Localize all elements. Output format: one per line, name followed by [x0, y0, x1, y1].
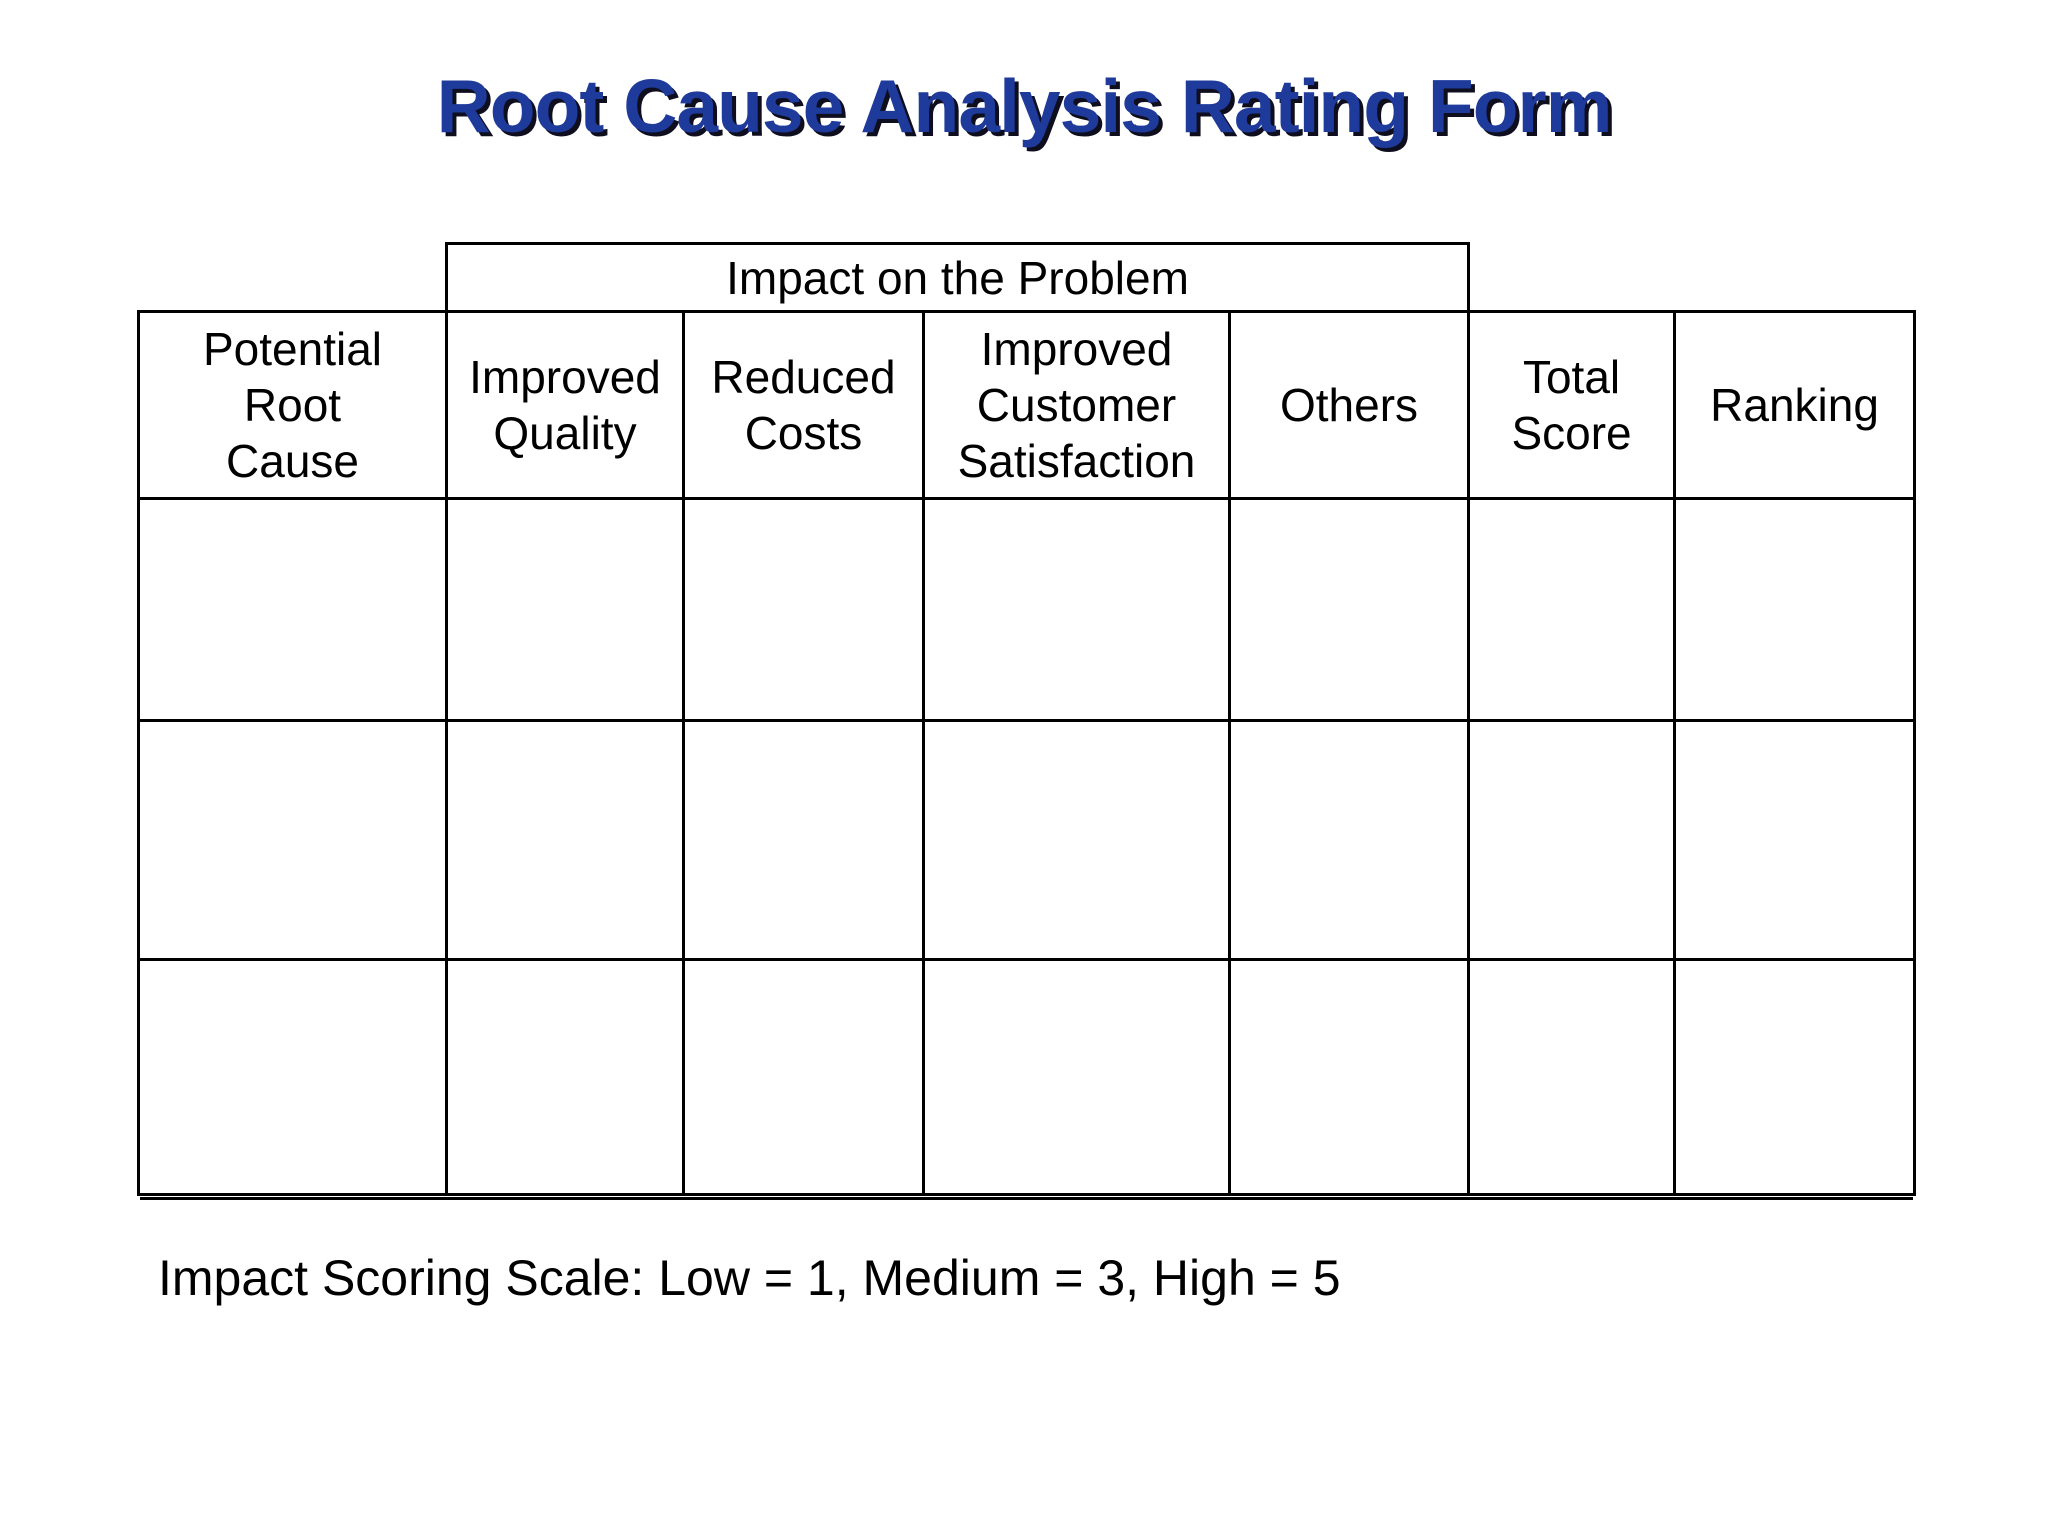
impact-scoring-scale-note: Impact Scoring Scale: Low = 1, Medium = … [158, 1250, 1341, 1306]
table-cell [445, 497, 685, 722]
table-cell [682, 958, 925, 1196]
table-cell [1227, 719, 1471, 961]
column-header-others: Others [1227, 310, 1471, 500]
table-cell [1467, 497, 1677, 722]
table-cell [682, 497, 925, 722]
table-cell [445, 958, 685, 1196]
table-cell [137, 497, 448, 722]
spacer-cell [1675, 244, 1915, 312]
table-row [137, 719, 1917, 961]
column-header-ranking: Ranking [1673, 310, 1917, 500]
impact-band-row: Impact on the Problem [139, 242, 1915, 313]
column-header-reduced-costs: Reduced Costs [682, 310, 925, 500]
column-header-total-score: Total Score [1467, 310, 1677, 500]
table-cell [922, 497, 1231, 722]
table-row [137, 497, 1917, 722]
table-cell [1673, 958, 1917, 1196]
column-header-improved-quality: Improved Quality [445, 310, 685, 500]
table-cell [1227, 497, 1471, 722]
table-row [137, 958, 1917, 1196]
table-cell [1673, 719, 1917, 961]
column-header-row: Potential Root Cause Improved Quality Re… [137, 310, 1917, 500]
table-cell [922, 719, 1231, 961]
table-cell [1467, 719, 1677, 961]
table-cell [922, 958, 1231, 1196]
rating-form-table: Impact on the Problem Potential Root Cau… [137, 242, 1917, 1196]
spacer-cell [139, 244, 447, 312]
impact-on-problem-header: Impact on the Problem [444, 242, 1471, 313]
column-header-improved-customer-satisfaction: Improved Customer Satisfaction [922, 310, 1231, 500]
table-bottom-shadow-line [140, 1197, 1913, 1200]
table-cell [682, 719, 925, 961]
page-title: Root Cause Analysis Rating Form [436, 64, 1613, 148]
table-cell [1673, 497, 1917, 722]
table-cell [137, 958, 448, 1196]
table-cell [1467, 958, 1677, 1196]
table-cell [1227, 958, 1471, 1196]
spacer-cell [1469, 244, 1675, 312]
table-cell [445, 719, 685, 961]
table-cell [137, 719, 448, 961]
column-header-potential-root-cause: Potential Root Cause [137, 310, 448, 500]
